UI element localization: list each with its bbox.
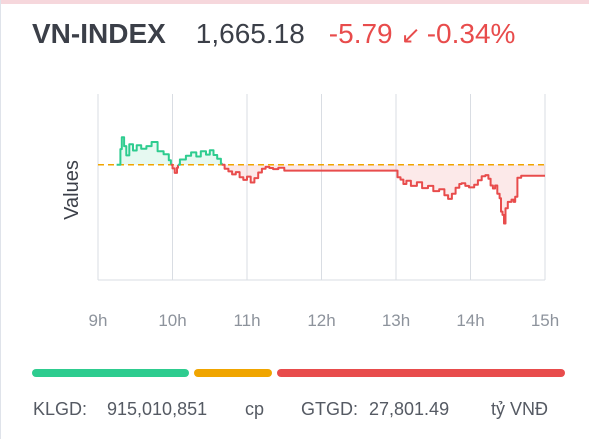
index-change-percent: -0.34% xyxy=(426,18,516,49)
x-tick-label: 15h xyxy=(531,311,559,330)
down-line-3 xyxy=(221,163,545,225)
declining-bar xyxy=(277,369,565,377)
up-line-0 xyxy=(116,136,172,166)
top-accent-bar xyxy=(0,0,589,4)
index-name: VN-INDEX xyxy=(32,18,166,49)
x-tick-label: 12h xyxy=(307,311,335,330)
index-change: -5.79 xyxy=(328,18,393,49)
x-axis-ticks: 9h 10h 11h 12h 13h 14h 15h xyxy=(89,311,560,330)
index-header: VN-INDEX 1,665.18 -5.79 ↙ -0.34% xyxy=(32,18,515,58)
intraday-chart: 9h 10h 11h 12h 13h 14h 15h Values xyxy=(0,70,589,340)
value-label: GTGD: xyxy=(301,399,358,419)
x-tick-label: 11h xyxy=(233,311,260,330)
y-axis-label: Values xyxy=(61,160,83,220)
x-tick-label: 13h xyxy=(382,311,410,330)
market-stats: KLGD: 915,010,851 cp GTGD: 27,801.49 tỷ … xyxy=(33,399,573,425)
left-border xyxy=(0,0,1,439)
up-line-2 xyxy=(178,149,223,166)
x-tick-label: 9h xyxy=(89,311,108,330)
down-line-1 xyxy=(170,163,179,174)
volume-unit: cp xyxy=(245,399,265,419)
index-value: 1,665.18 xyxy=(195,18,305,49)
chart-grid xyxy=(97,94,546,281)
x-tick-label: 10h xyxy=(158,311,186,330)
chart-lines xyxy=(116,136,545,225)
value-value: 27,801.49 xyxy=(369,399,450,419)
value-unit: tỷ VNĐ xyxy=(491,399,549,419)
arrow-down-left-icon: ↙ xyxy=(400,22,421,49)
intraday-chart-svg: 9h 10h 11h 12h 13h 14h 15h Values xyxy=(61,94,560,330)
advancing-bar xyxy=(32,369,189,377)
unchanged-bar xyxy=(194,369,272,377)
x-tick-label: 14h xyxy=(456,311,484,330)
volume-value: 915,010,851 xyxy=(107,399,208,419)
down-area-3 xyxy=(221,164,546,224)
volume-label: KLGD: xyxy=(33,399,88,419)
